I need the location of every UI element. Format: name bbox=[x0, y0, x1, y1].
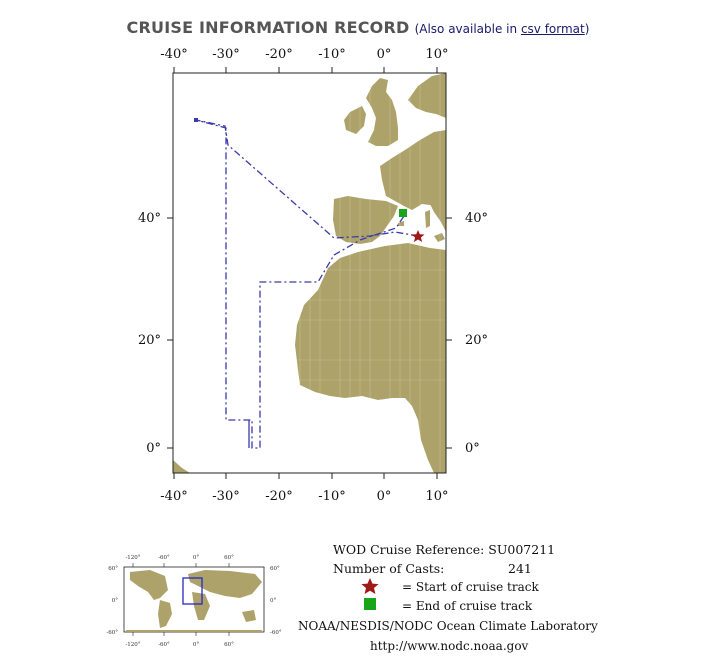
africa-land bbox=[295, 243, 446, 473]
lon-label: -40° bbox=[160, 47, 187, 62]
lat-label: 0° bbox=[146, 441, 161, 456]
legend-end-square-icon bbox=[364, 598, 376, 610]
start-marker-icon bbox=[411, 230, 425, 242]
cruise-track bbox=[195, 119, 419, 449]
bottom-lon-labels: -40° -30° -20° -10° 0° 10° bbox=[160, 489, 448, 504]
lat-label: 20° bbox=[138, 333, 161, 348]
right-lat-labels: 40° 20° 0° bbox=[465, 211, 488, 456]
page-title: CRUISE INFORMATION RECORD bbox=[126, 18, 410, 37]
header: CRUISE INFORMATION RECORD (Also availabl… bbox=[0, 18, 716, 37]
inset-lat-label: 60° bbox=[270, 566, 280, 572]
inset-lon-label: -120° bbox=[125, 555, 140, 561]
lat-label: 40° bbox=[465, 211, 488, 226]
track-point bbox=[194, 118, 198, 122]
inset-lon-label: 60° bbox=[224, 642, 234, 648]
south-america-land bbox=[173, 460, 190, 473]
lon-label: -40° bbox=[160, 489, 187, 504]
lon-label: 10° bbox=[425, 489, 448, 504]
land-layer bbox=[173, 73, 446, 473]
also-available-suffix: ) bbox=[584, 22, 590, 36]
inset-lon-label: 0° bbox=[193, 555, 199, 561]
csv-format-link[interactable]: csv format bbox=[520, 22, 585, 36]
inset-lon-label: -120° bbox=[125, 642, 140, 648]
casts-value: 241 bbox=[508, 561, 532, 576]
iberia-land bbox=[333, 196, 398, 244]
map-ticks bbox=[167, 67, 452, 479]
lon-label: 10° bbox=[425, 47, 448, 62]
balearic-land bbox=[398, 221, 404, 226]
lon-label: -20° bbox=[265, 47, 292, 62]
islands-land bbox=[425, 210, 445, 242]
legend-start-star-icon bbox=[361, 578, 379, 594]
lon-label: 0° bbox=[377, 489, 392, 504]
land-grid bbox=[173, 73, 446, 473]
lat-label: 20° bbox=[465, 333, 488, 348]
inset-world-map: -120° -60° 0° 60° -120° -60° 0° 60° 60° … bbox=[106, 555, 281, 648]
organization-url[interactable]: http://www.nodc.noaa.gov bbox=[370, 639, 529, 653]
casts-label: Number of Casts: bbox=[333, 561, 445, 576]
ireland-land bbox=[344, 106, 366, 134]
left-lat-labels: 40° 20° 0° bbox=[138, 211, 161, 456]
europe-land bbox=[380, 130, 446, 210]
inset-lat-label: 0° bbox=[270, 598, 276, 604]
inset-lon-label: -60° bbox=[158, 642, 170, 648]
lon-label: -10° bbox=[318, 47, 345, 62]
scandinavia-land bbox=[408, 73, 446, 118]
lat-label: 40° bbox=[138, 211, 161, 226]
inset-lon-label: -60° bbox=[158, 555, 170, 561]
lon-label: 0° bbox=[377, 47, 392, 62]
inset-lon-label: 60° bbox=[224, 555, 234, 561]
top-lon-labels: -40° -30° -20° -10° 0° 10° bbox=[160, 47, 448, 62]
italy-land bbox=[430, 204, 446, 232]
lon-label: -10° bbox=[318, 489, 345, 504]
lon-label: -30° bbox=[212, 489, 239, 504]
cruise-reference: WOD Cruise Reference: SU007211 bbox=[333, 542, 556, 557]
inset-lat-label: 0° bbox=[112, 598, 118, 604]
end-label: = End of cruise track bbox=[402, 599, 533, 613]
lon-label: -20° bbox=[265, 489, 292, 504]
inset-lat-label: 60° bbox=[108, 566, 118, 572]
end-marker-icon bbox=[399, 209, 407, 217]
lat-label: 0° bbox=[465, 441, 480, 456]
lon-label: -30° bbox=[212, 47, 239, 62]
start-label: = Start of cruise track bbox=[402, 580, 539, 594]
inset-lat-label: -60° bbox=[270, 630, 282, 636]
organization: NOAA/NESDIS/NODC Ocean Climate Laborator… bbox=[298, 619, 598, 633]
map-frame bbox=[172, 72, 447, 474]
also-available-prefix: (Also available in bbox=[414, 22, 521, 36]
great-britain-land bbox=[366, 78, 398, 146]
inset-lat-label: -60° bbox=[106, 630, 118, 636]
inset-lon-label: 0° bbox=[193, 642, 199, 648]
